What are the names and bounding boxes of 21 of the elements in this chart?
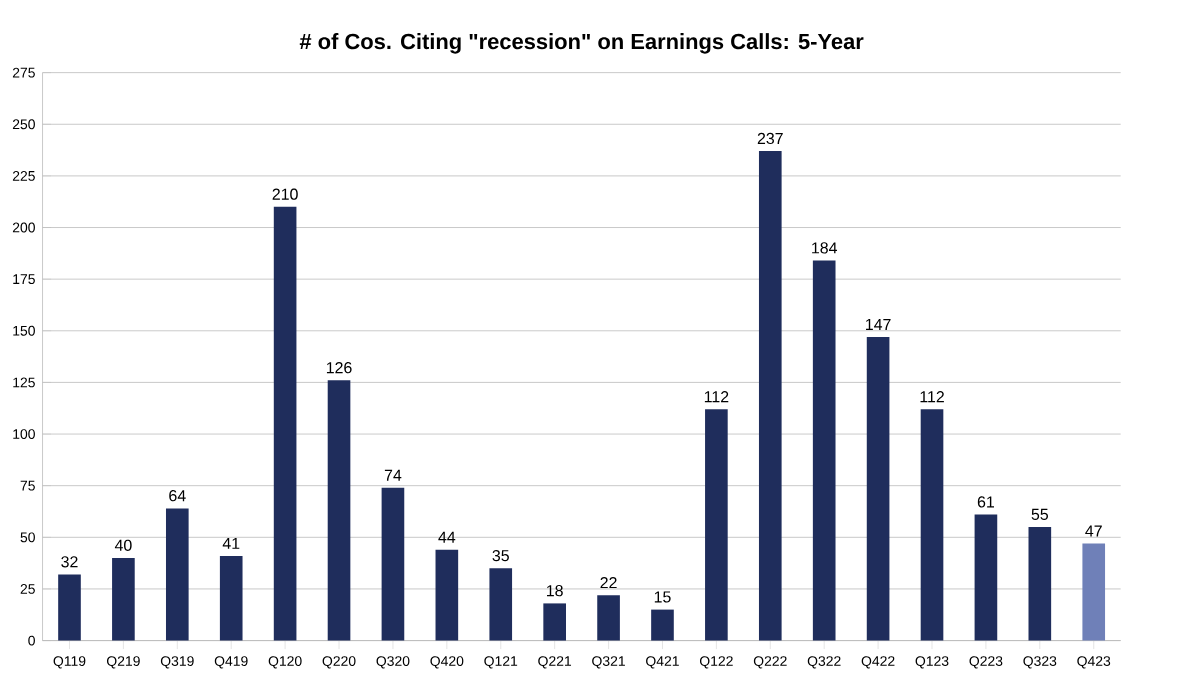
bar <box>974 515 998 642</box>
bar <box>165 508 189 642</box>
bar <box>219 556 243 642</box>
bar <box>58 574 81 642</box>
bar <box>112 558 135 642</box>
chart-title: # of Cos. Citing "recession" on Earnings Calls: 5-Year <box>299 33 864 55</box>
bar <box>758 151 782 642</box>
bar <box>543 603 566 642</box>
bar <box>920 409 944 642</box>
bar <box>273 207 297 642</box>
bar <box>866 337 890 642</box>
bar <box>1082 543 1106 642</box>
bar <box>812 261 836 642</box>
bar <box>381 488 405 642</box>
bar <box>435 550 459 642</box>
bar <box>327 380 351 642</box>
bar <box>1028 527 1052 642</box>
bar <box>651 610 674 642</box>
bar <box>597 595 620 642</box>
bar <box>705 409 728 642</box>
bar <box>489 568 513 642</box>
